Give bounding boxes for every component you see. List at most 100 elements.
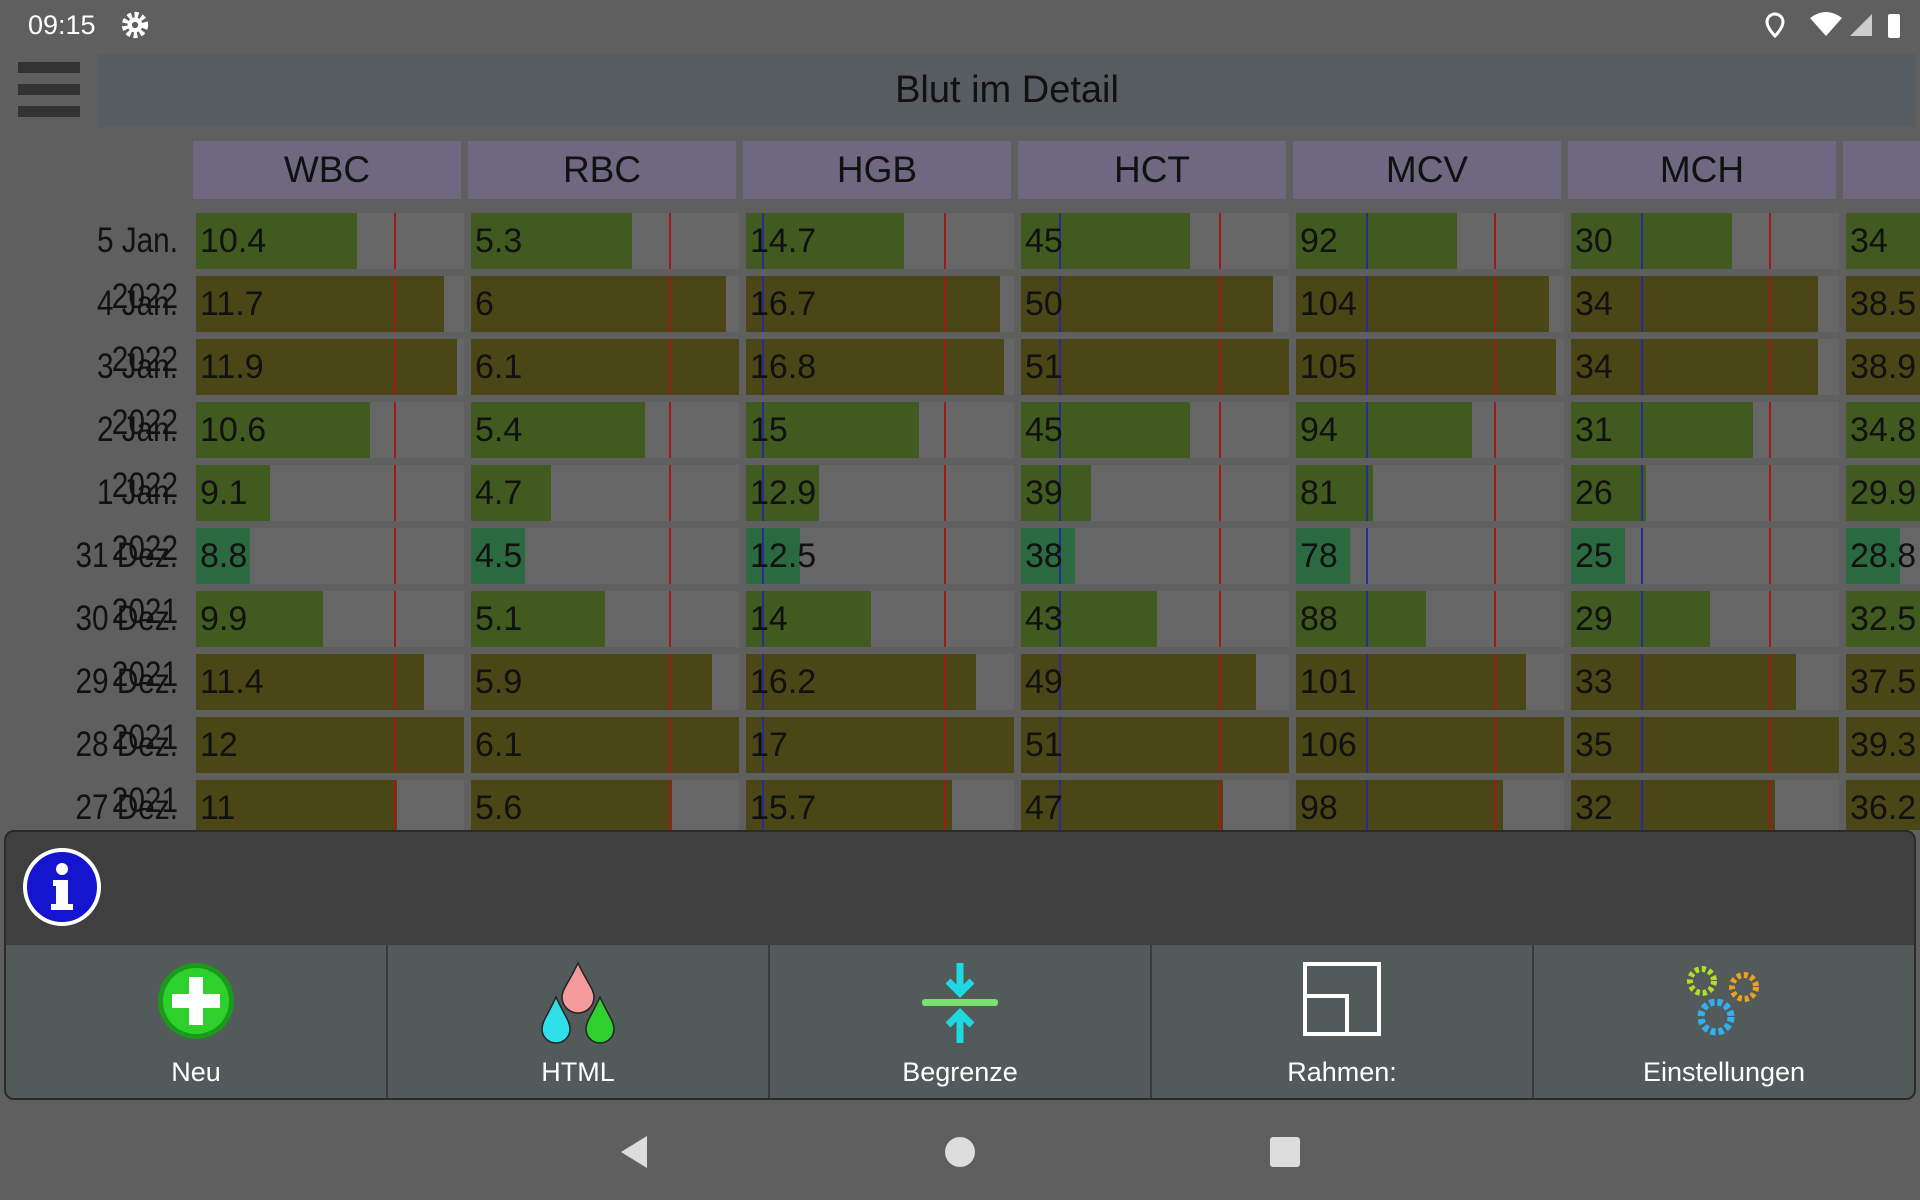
button-icon [158, 963, 234, 1039]
value-bar [1296, 339, 1557, 395]
lower-limit-line [1058, 213, 1061, 269]
date-label: 27 Dez. 2021 [75, 788, 178, 827]
lower-limit-line [1365, 717, 1368, 773]
value-text: 6 [475, 285, 494, 323]
cell: 32 [1571, 780, 1839, 830]
value-bar [196, 402, 371, 458]
home-button[interactable] [940, 1132, 980, 1172]
value-text: 11 [200, 789, 236, 827]
lower-limit-line [1365, 528, 1368, 584]
value-text: 38 [1025, 537, 1063, 575]
value-text: 25 [1575, 537, 1613, 575]
upper-limit-line [1769, 465, 1772, 521]
menu-button[interactable] [18, 60, 80, 122]
cell: 11 [196, 780, 464, 830]
value-bar [196, 276, 444, 332]
upper-limit-line [394, 276, 397, 332]
upper-limit-line [944, 591, 947, 647]
cell: 50 [1021, 276, 1289, 332]
upper-limit-line [1769, 591, 1772, 647]
cell: 47 [1021, 780, 1289, 830]
value-text: 51 [1025, 726, 1063, 764]
toolbar-button[interactable]: Rahmen: [1152, 945, 1534, 1098]
value-text: 105 [1300, 348, 1357, 386]
upper-limit-line [1219, 213, 1222, 269]
value-text: 5.4 [475, 411, 523, 449]
upper-limit-line [1494, 591, 1497, 647]
upper-limit-line [944, 276, 947, 332]
value-bar [471, 528, 525, 584]
lower-limit-line [1058, 591, 1061, 647]
upper-limit-line [1219, 402, 1222, 458]
cell: 38.5 [1846, 276, 1920, 332]
upper-limit-line [669, 780, 672, 830]
value-bar [196, 717, 464, 773]
button-icon [541, 961, 615, 1044]
upper-limit-line [669, 528, 672, 584]
back-button[interactable] [615, 1132, 655, 1172]
upper-limit-line [1494, 276, 1497, 332]
upper-limit-line [394, 339, 397, 395]
value-text: 12 [200, 726, 238, 764]
cell: 30 [1571, 213, 1839, 269]
upper-limit-line [1769, 717, 1772, 773]
value-bar [1296, 591, 1427, 647]
toolbar-button[interactable]: Einstellungen [1534, 945, 1914, 1098]
value-text: 104 [1300, 285, 1357, 323]
info-button[interactable] [22, 847, 102, 927]
upper-limit-line [394, 528, 397, 584]
value-text: 39 [1025, 474, 1063, 512]
cell: 11.9 [196, 339, 464, 395]
recents-button[interactable] [1265, 1132, 1305, 1172]
cell: 31 [1571, 402, 1839, 458]
lower-limit-line [1640, 213, 1643, 269]
cell: 8.8 [196, 528, 464, 584]
toolbar-button[interactable]: Neu [6, 945, 388, 1098]
lower-limit-line [1365, 402, 1368, 458]
button-label: Begrenze [902, 1057, 1018, 1087]
date-label: 3 Jan. 2022 [96, 347, 178, 442]
value-bar [746, 654, 976, 710]
cell: 39.3 [1846, 717, 1920, 773]
toolbar-button[interactable]: HTML [388, 945, 770, 1098]
value-bar [471, 213, 632, 269]
value-bar [1846, 276, 1920, 332]
cell: 9.1 [196, 465, 464, 521]
value-bar [746, 276, 1000, 332]
lower-limit-line [1058, 528, 1061, 584]
lower-limit-line [1365, 276, 1368, 332]
cell: 14.7 [746, 213, 1014, 269]
cell: 51 [1021, 339, 1289, 395]
upper-limit-line [394, 591, 397, 647]
cell: 43 [1021, 591, 1289, 647]
value-bar [1571, 402, 1754, 458]
lower-limit-line [1640, 717, 1643, 773]
value-text: 14.7 [750, 222, 817, 260]
value-bar [1846, 402, 1920, 458]
value-text: 39.3 [1850, 726, 1917, 764]
value-bar [471, 717, 739, 773]
upper-limit-line [669, 717, 672, 773]
bottom-panel: Neu HTML Begrenze Rahmen: Einstellungen [4, 830, 1916, 1100]
value-text: 26 [1575, 474, 1613, 512]
cell: 16.7 [746, 276, 1014, 332]
column-header: HGB [743, 141, 1011, 199]
cell: 16.8 [746, 339, 1014, 395]
value-text: 5.6 [475, 789, 523, 827]
value-bar [471, 591, 605, 647]
lower-limit-line [762, 276, 765, 332]
cell: 94 [1296, 402, 1564, 458]
value-text: 34 [1575, 348, 1613, 386]
toolbar-button[interactable]: Begrenze [770, 945, 1152, 1098]
cell: 15.7 [746, 780, 1014, 830]
cell: 5.3 [471, 213, 739, 269]
lower-limit-line [1365, 213, 1368, 269]
cell: 37.5 [1846, 654, 1920, 710]
cell: 29 [1571, 591, 1839, 647]
value-bar [746, 780, 953, 830]
upper-limit-line [944, 339, 947, 395]
value-bar [746, 465, 819, 521]
lower-limit-line [1058, 654, 1061, 710]
value-bar [196, 654, 424, 710]
upper-limit-line [394, 465, 397, 521]
